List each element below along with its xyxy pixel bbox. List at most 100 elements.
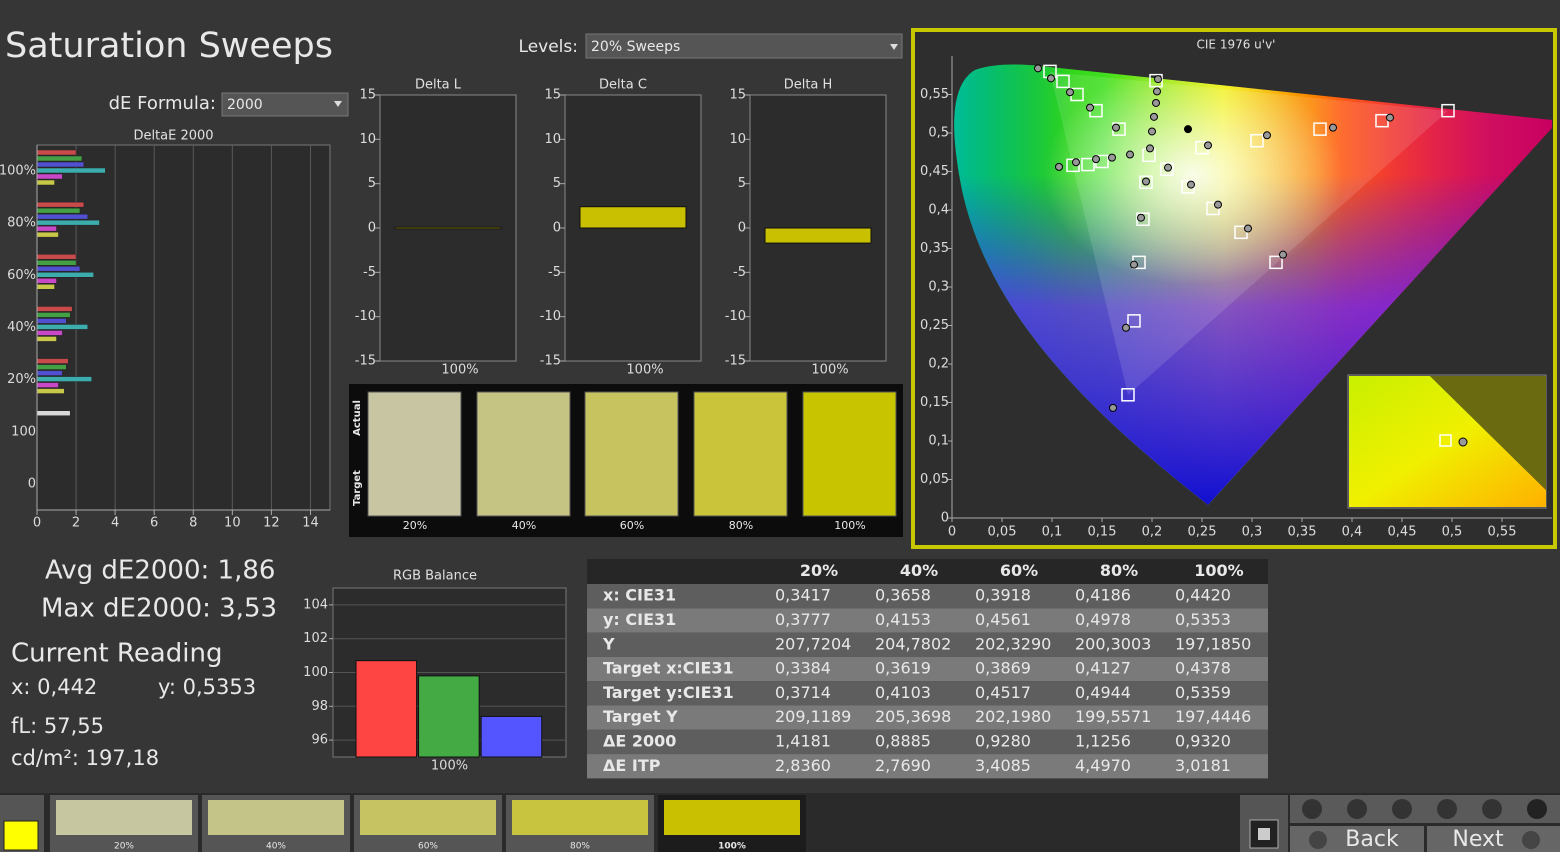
y-tick-label: 104	[303, 597, 328, 612]
tool-button[interactable]	[1527, 799, 1547, 819]
current-reading-heading: Current Reading	[11, 639, 222, 669]
tool-button[interactable]	[1437, 799, 1457, 819]
table-cell: 204,7802	[875, 634, 951, 653]
x-tick-label: 0,35	[1288, 525, 1317, 540]
row-label: Target y:CIE31	[603, 683, 734, 702]
locus-shade	[954, 64, 1552, 506]
y-tick-label: -10	[725, 309, 746, 324]
x-tick-label: 100%	[811, 363, 848, 378]
measured-point	[1154, 75, 1162, 84]
measured-point	[1109, 403, 1117, 412]
tab-label: 100%	[718, 842, 746, 852]
bar	[36, 219, 100, 226]
table-cell: 2,8360	[775, 756, 831, 775]
measured-point	[1126, 150, 1134, 159]
y-tick-label: 102	[303, 631, 328, 646]
measured-point	[1130, 260, 1138, 269]
swatch-label: 100%	[834, 519, 865, 532]
levels-dropdown[interactable]	[585, 33, 903, 59]
column-header: 20%	[800, 561, 838, 580]
tab-color	[208, 800, 344, 835]
target-point	[1250, 133, 1264, 148]
bar	[36, 149, 77, 156]
tab-label: 20%	[114, 842, 134, 852]
measured-point	[1034, 64, 1042, 73]
x-tick-label: 100%	[431, 759, 468, 774]
table-cell: 0,3658	[875, 586, 931, 605]
back-label: Back	[1345, 827, 1399, 852]
de-formula-dropdown[interactable]	[221, 92, 349, 117]
current-point	[1184, 125, 1192, 134]
row-label: x: CIE31	[603, 586, 676, 605]
x-tick-label: 0,1	[1042, 525, 1063, 540]
measured-point	[1152, 98, 1160, 107]
column-header: 40%	[900, 561, 938, 580]
row-label: Target x:CIE31	[603, 659, 734, 678]
bar	[36, 167, 106, 174]
next-icon	[1522, 831, 1540, 849]
tab-label: 40%	[266, 842, 286, 852]
bar	[36, 370, 63, 376]
x-tick-label: 4	[111, 516, 119, 531]
target-point	[1066, 158, 1080, 173]
chart-title: RGB Balance	[393, 569, 477, 584]
y-tick-label: 0,55	[920, 87, 949, 102]
table-cell: 0,3918	[975, 586, 1031, 605]
table-row	[587, 729, 1268, 755]
table-cell: 0,4378	[1175, 659, 1231, 678]
measured-point	[1329, 123, 1337, 132]
chart-title: Delta L	[415, 78, 462, 93]
tool-button[interactable]	[1392, 799, 1412, 819]
table-cell: 0,9280	[975, 731, 1031, 750]
table-cell: 2,7690	[875, 756, 931, 775]
measured-point	[1055, 162, 1063, 171]
table-cell: 0,4944	[1075, 683, 1131, 702]
x-tick-label: 6	[150, 516, 158, 531]
table-cell: 0,4103	[875, 683, 931, 702]
bar	[36, 318, 67, 324]
chart-title: CIE 1976 u'v'	[1197, 38, 1276, 52]
bar	[36, 358, 69, 364]
tool-button[interactable]	[1482, 799, 1502, 819]
table-cell: 200,3003	[1075, 634, 1151, 653]
table-cell: 205,3698	[875, 707, 951, 726]
y-tick-label: 5	[738, 176, 746, 191]
measured-point	[1137, 213, 1145, 222]
color-swatch	[693, 391, 788, 517]
y-tick-label: 15	[359, 88, 376, 103]
y-tick-label: -5	[363, 265, 376, 280]
color-swatch	[802, 391, 897, 517]
bar	[36, 312, 71, 318]
reading-cdm2: cd/m²: 197,18	[11, 746, 159, 770]
avg-de: Avg dE2000: 1,86	[45, 556, 275, 586]
table-cell: 0,4978	[1075, 610, 1131, 629]
target-point	[1441, 103, 1455, 118]
table-cell: 202,1980	[975, 707, 1051, 726]
tab-color	[512, 800, 648, 835]
tool-button[interactable]	[1347, 799, 1367, 819]
table-cell: 0,3777	[775, 610, 831, 629]
x-tick-label: 100%	[441, 363, 478, 378]
target-point	[1136, 212, 1150, 226]
y-tick-label: 0,25	[920, 318, 949, 333]
tool-button[interactable]	[1302, 799, 1322, 819]
column-header: 100%	[1194, 561, 1243, 580]
target-point	[1160, 162, 1174, 176]
page-title: Saturation Sweeps	[5, 26, 333, 66]
table-cell: 199,5571	[1075, 707, 1151, 726]
row-label: ΔE 2000	[603, 731, 676, 750]
dropdown-arrow	[890, 44, 898, 50]
tab-color	[664, 800, 800, 835]
bar	[579, 206, 687, 229]
table-cell: 0,3714	[775, 683, 831, 702]
y-tick-label: -10	[540, 309, 561, 324]
x-tick-label: 8	[189, 516, 197, 531]
y-tick-label: 100	[11, 424, 36, 439]
bar	[36, 364, 67, 370]
reading-y: y: 0,5353	[158, 675, 256, 699]
table-cell: 0,4127	[1075, 659, 1131, 678]
bar	[36, 225, 57, 232]
measured-point	[1146, 144, 1154, 153]
table-cell: 4,4970	[1075, 756, 1131, 775]
y-tick-label: 0,1	[928, 434, 949, 449]
